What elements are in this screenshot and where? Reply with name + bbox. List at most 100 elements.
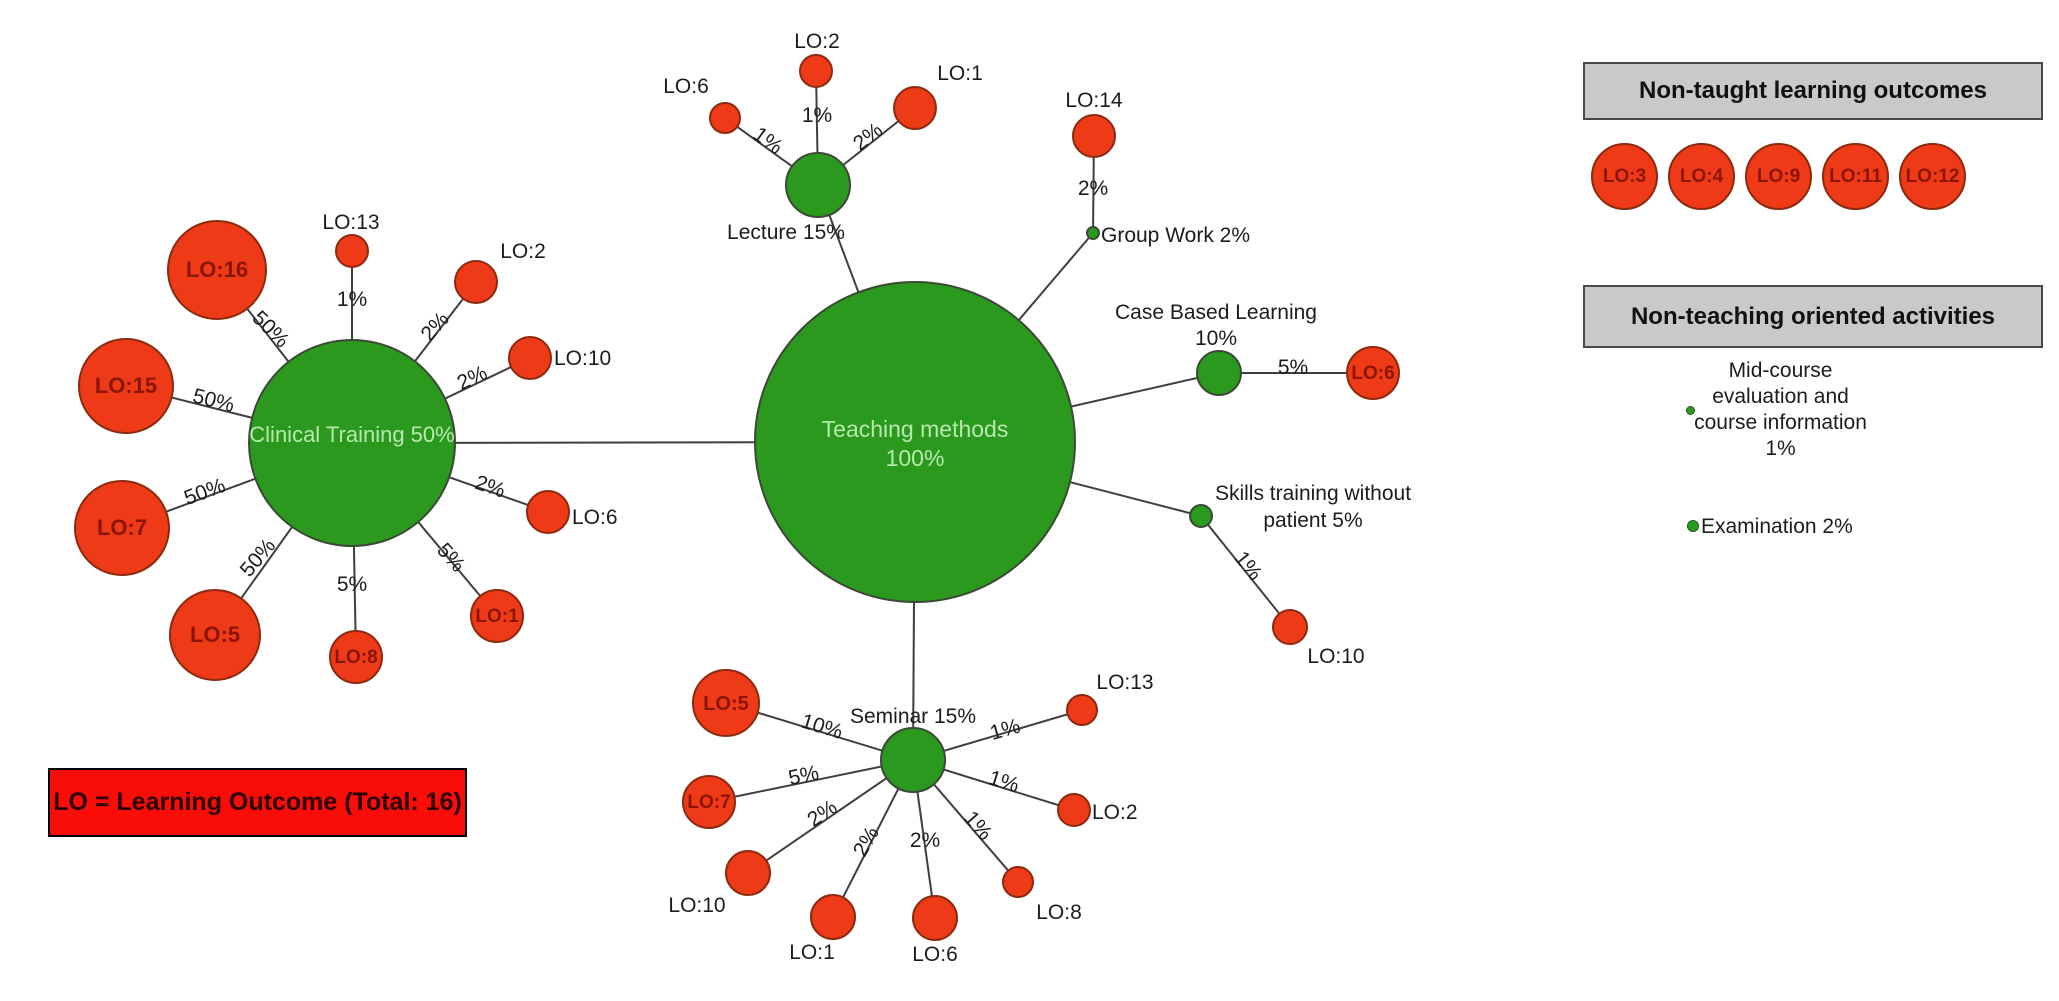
node-label-cbl_lo6: LO:6 <box>1351 363 1394 384</box>
edge-label-seminar-sem_lo6: 2% <box>910 829 940 852</box>
legend-text: LO = Learning Outcome (Total: 16) <box>53 788 462 816</box>
node-lo1c <box>470 589 524 643</box>
non-taught-outcome: LO:9 <box>1745 143 1812 210</box>
node-label-sem_lo8: LO:8 <box>1036 901 1082 924</box>
edge-label-seminar-sem_lo2: 1% <box>986 766 1022 797</box>
edge-label-seminar-sem_lo5: 10% <box>798 710 845 744</box>
edge-skills-sk_lo10 <box>1200 515 1291 628</box>
node-lecture <box>785 152 851 218</box>
node-lo16 <box>167 220 267 320</box>
midcourse-dot-icon <box>1686 406 1695 415</box>
node-label-cbl: 10% <box>1195 327 1237 350</box>
edge-label-seminar-sem_lo7: 5% <box>786 761 820 790</box>
node-llo2 <box>799 54 833 88</box>
node-clo10 <box>508 336 552 380</box>
non-teaching-title: Non-teaching oriented activities <box>1630 302 1996 330</box>
node-label-clinical: Clinical Training 50% <box>249 422 454 447</box>
node-sem_lo7 <box>682 775 736 829</box>
edge-label-skills-sk_lo10: 1% <box>1230 547 1267 585</box>
edge-label-clinical-lo16: 50% <box>248 306 294 352</box>
node-label-lo14: LO:14 <box>1065 89 1123 112</box>
node-label-clo6: LO:6 <box>572 506 618 529</box>
edge-label-lecture-llo6: 1% <box>749 123 787 159</box>
edge-label-seminar-sem_lo13: 1% <box>987 715 1023 745</box>
node-label-groupwork: Group Work 2% <box>1101 224 1250 247</box>
edge-label-clinical-clo13: 1% <box>337 288 367 311</box>
examination-label: Examination 2% <box>1701 515 1853 538</box>
midcourse-line: Mid-course <box>1728 359 1833 382</box>
node-llo1 <box>893 86 937 130</box>
non-taught-header: Non-taught learning outcomes <box>1583 62 2043 120</box>
edge-label-clinical-lo15: 50% <box>190 384 236 416</box>
node-label-sem_lo7: LO:7 <box>687 792 730 813</box>
node-label-sem_lo5: LO:5 <box>703 693 749 715</box>
node-cbl_lo6 <box>1346 346 1400 400</box>
node-sem_lo1 <box>810 894 856 940</box>
edge-seminar-sem_lo7 <box>708 759 914 803</box>
non-teaching-header: Non-teaching oriented activities <box>1583 285 2043 348</box>
non-taught-outcome: LO:11 <box>1822 143 1889 210</box>
midcourse-line: course information <box>1694 411 1867 434</box>
node-label-sk_lo10: LO:10 <box>1307 645 1364 668</box>
node-lo15 <box>78 338 174 434</box>
node-label-seminar: Seminar 15% <box>850 705 976 728</box>
legend-box: LO = Learning Outcome (Total: 16) <box>48 768 467 837</box>
node-clo6 <box>526 490 570 534</box>
node-lo14 <box>1072 114 1116 158</box>
node-label-lecture: Lecture 15% <box>727 221 845 244</box>
non-taught-outcomes-row: LO:3 LO:4 LO:9 LO:11 LO:12 <box>1591 143 1966 210</box>
examination-dot-icon <box>1687 520 1699 532</box>
node-label-sem_lo1: LO:1 <box>789 941 835 964</box>
node-clo2 <box>454 260 498 304</box>
node-label-clo13: LO:13 <box>322 211 379 234</box>
node-label-clo2: LO:2 <box>500 240 546 263</box>
node-cbl <box>1196 350 1242 396</box>
edge-label-clinical-lo7c: 50% <box>181 474 228 510</box>
node-label-lo7c: LO:7 <box>97 515 147 540</box>
node-skills <box>1189 504 1213 528</box>
node-clinical <box>248 339 456 547</box>
node-sem_lo10 <box>725 850 771 896</box>
midcourse-item: Mid-course evaluation and course informa… <box>1658 358 1903 462</box>
edge-label-clinical-clo2: 2% <box>416 308 453 346</box>
edge-seminar-sem_lo10 <box>747 759 914 874</box>
node-sem_lo5 <box>692 669 760 737</box>
node-teaching <box>754 281 1076 603</box>
edge-label-lecture-llo2: 1% <box>802 104 832 127</box>
node-groupwork <box>1086 226 1100 240</box>
node-lo7c <box>74 480 170 576</box>
node-sem_lo13 <box>1066 694 1098 726</box>
edge-label-clinical-clo6: 2% <box>472 471 508 503</box>
node-label-sem_lo6: LO:6 <box>912 943 958 966</box>
node-label-lo15: LO:15 <box>95 373 157 398</box>
node-label-lo8c: LO:8 <box>334 647 377 668</box>
non-taught-title: Non-taught learning outcomes <box>1639 77 1987 104</box>
node-sem_lo8 <box>1002 866 1034 898</box>
non-taught-outcome: LO:4 <box>1668 143 1735 210</box>
node-lo8c <box>329 630 383 684</box>
node-llo6 <box>709 102 741 134</box>
node-seminar <box>880 727 946 793</box>
node-label-sem_lo2: LO:2 <box>1092 801 1138 824</box>
edge-label-clinical-lo5c: 50% <box>236 534 281 581</box>
examination-item: Examination 2% <box>1701 515 1853 539</box>
node-label-lo16: LO:16 <box>186 257 248 282</box>
node-label-llo6: LO:6 <box>663 75 709 98</box>
node-label-llo1: LO:1 <box>937 62 983 85</box>
node-sem_lo2 <box>1057 793 1091 827</box>
node-label-lo1c: LO:1 <box>475 606 519 627</box>
node-label-skills: Skills training without <box>1215 482 1411 505</box>
node-label-sem_lo10: LO:10 <box>668 894 725 917</box>
node-sem_lo6 <box>912 895 958 941</box>
node-clo13 <box>335 234 369 268</box>
node-label-sem_lo13: LO:13 <box>1096 671 1153 694</box>
node-label-teaching: 100% <box>886 445 945 471</box>
edge-label-clinical-clo10: 2% <box>454 361 491 395</box>
node-label-lo5c: LO:5 <box>190 622 240 647</box>
node-label-llo2: LO:2 <box>794 30 840 53</box>
node-label-clo10: LO:10 <box>554 347 611 370</box>
non-taught-outcome: LO:12 <box>1899 143 1966 210</box>
node-lo5c <box>169 589 261 681</box>
